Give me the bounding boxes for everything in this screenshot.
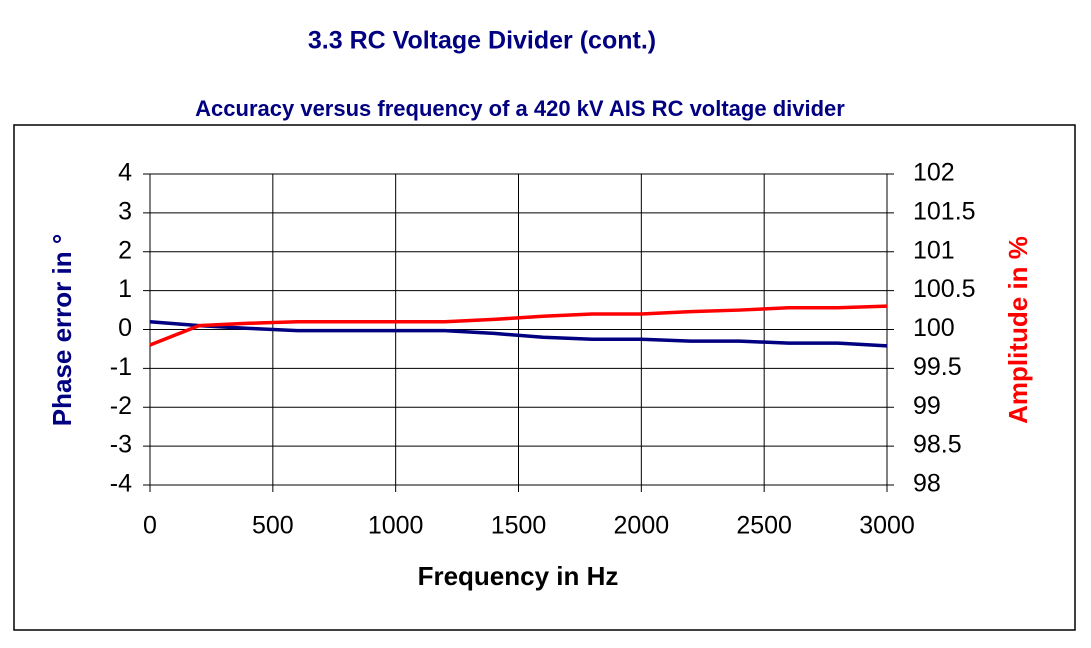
chart-frame [13, 124, 1076, 631]
y2-tick-label: 99.5 [913, 353, 962, 381]
y2-tick-label: 101 [913, 236, 955, 264]
series-line [149, 319, 888, 348]
x-tick-label: 0 [143, 512, 157, 540]
x-tick-label: 1000 [368, 512, 424, 540]
x-tick-label: 3000 [859, 512, 915, 540]
x-axis-title: Frequency in Hz [418, 561, 619, 591]
y-tick-label: -1 [110, 353, 132, 381]
y2-tick-label: 100 [913, 314, 955, 342]
y-tick-label: 1 [118, 275, 132, 303]
y2-tick-label: 101.5 [913, 197, 976, 225]
y2-tick-label: 98 [913, 470, 941, 498]
x-tick-label: 500 [252, 512, 294, 540]
page-title: 3.3 RC Voltage Divider (cont.) [308, 27, 656, 55]
y-tick-label: -3 [110, 431, 132, 459]
x-tick-label: 2000 [614, 512, 670, 540]
x-tick-label: 1500 [491, 512, 547, 540]
y-tick-label: 0 [118, 314, 132, 342]
y-tick-label: -2 [110, 392, 132, 420]
y-tick-label: 2 [118, 236, 132, 264]
y2-tick-label: 100.5 [913, 275, 976, 303]
y-tick-label: 3 [118, 197, 132, 225]
y-tick-label: 4 [118, 159, 132, 187]
y2-axis-title: Amplitude in % [1003, 236, 1033, 424]
series-line [149, 304, 888, 347]
y2-tick-label: 98.5 [913, 431, 962, 459]
y2-tick-label: 99 [913, 392, 941, 420]
x-tick-label: 2500 [736, 512, 792, 540]
y-axis-title: Phase error in ° [47, 234, 77, 426]
chart-title: Accuracy versus frequency of a 420 kV AI… [195, 96, 845, 121]
plot-area [149, 173, 888, 486]
y-tick-label: -4 [110, 470, 132, 498]
y2-tick-label: 102 [913, 159, 955, 187]
